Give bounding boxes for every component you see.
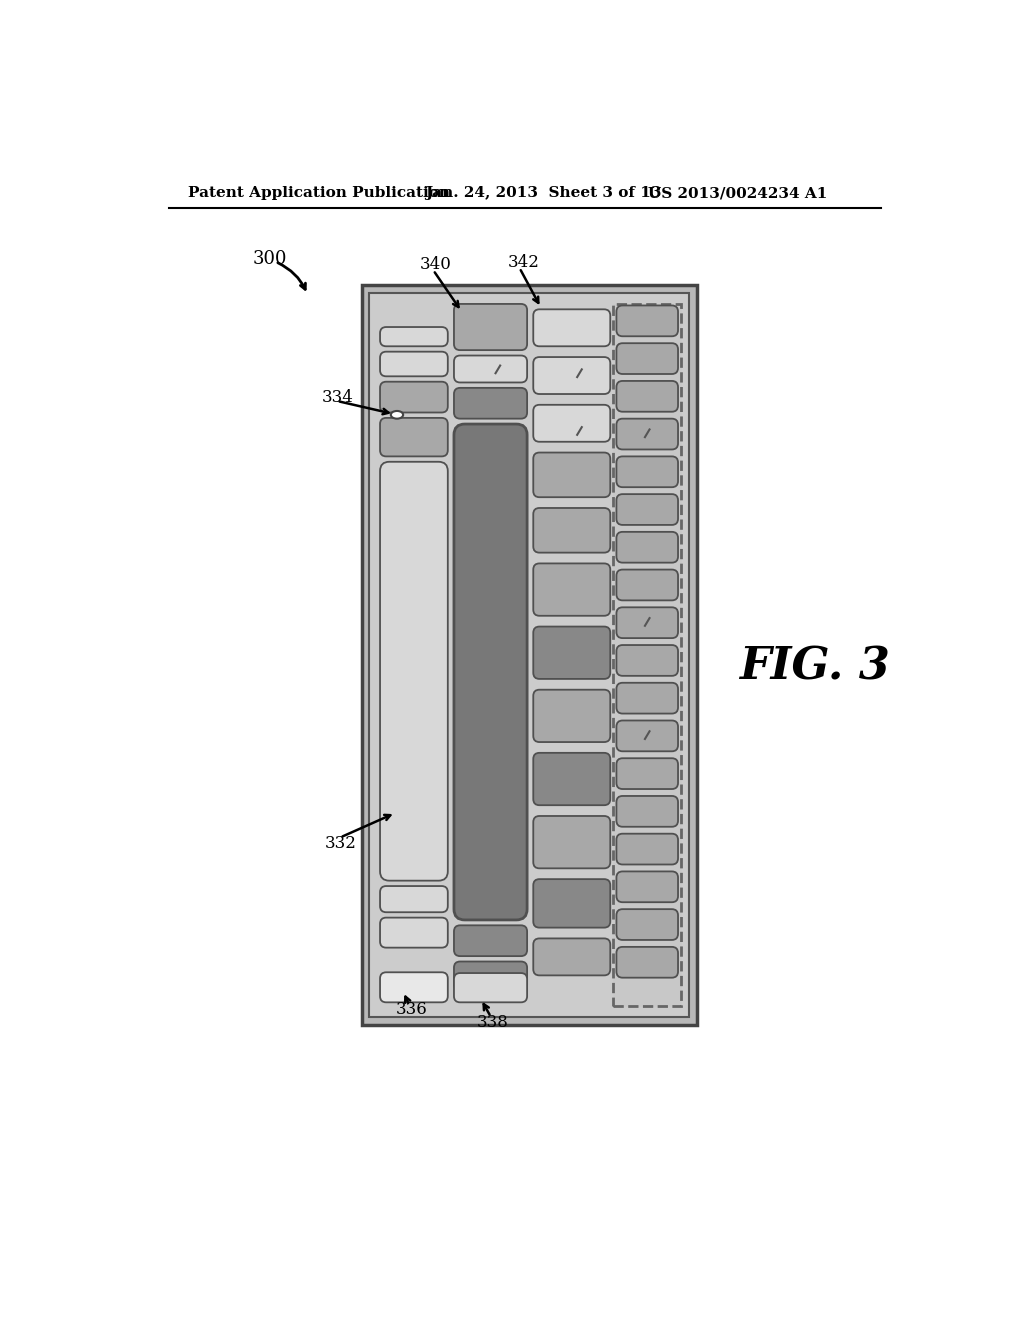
FancyBboxPatch shape bbox=[616, 758, 678, 789]
FancyBboxPatch shape bbox=[616, 494, 678, 525]
FancyBboxPatch shape bbox=[616, 946, 678, 978]
FancyBboxPatch shape bbox=[380, 462, 447, 880]
Text: Jan. 24, 2013  Sheet 3 of 13: Jan. 24, 2013 Sheet 3 of 13 bbox=[425, 186, 662, 201]
FancyBboxPatch shape bbox=[534, 752, 610, 805]
Text: 340: 340 bbox=[419, 256, 452, 273]
FancyBboxPatch shape bbox=[454, 388, 527, 418]
FancyBboxPatch shape bbox=[534, 627, 610, 678]
Text: US 2013/0024234 A1: US 2013/0024234 A1 bbox=[648, 186, 827, 201]
FancyBboxPatch shape bbox=[380, 886, 447, 912]
FancyBboxPatch shape bbox=[616, 457, 678, 487]
Text: FIG. 3: FIG. 3 bbox=[739, 645, 890, 688]
FancyBboxPatch shape bbox=[534, 453, 610, 498]
FancyBboxPatch shape bbox=[454, 961, 527, 991]
Bar bbox=[613, 304, 681, 1006]
FancyBboxPatch shape bbox=[616, 834, 678, 865]
Bar bbox=[361, 285, 696, 1024]
FancyBboxPatch shape bbox=[380, 351, 447, 376]
FancyBboxPatch shape bbox=[534, 879, 610, 928]
FancyBboxPatch shape bbox=[534, 405, 610, 442]
FancyBboxPatch shape bbox=[616, 721, 678, 751]
FancyBboxPatch shape bbox=[616, 871, 678, 903]
FancyBboxPatch shape bbox=[534, 939, 610, 975]
FancyBboxPatch shape bbox=[616, 909, 678, 940]
FancyBboxPatch shape bbox=[380, 973, 447, 1002]
FancyBboxPatch shape bbox=[616, 570, 678, 601]
FancyBboxPatch shape bbox=[616, 532, 678, 562]
FancyBboxPatch shape bbox=[534, 309, 610, 346]
FancyBboxPatch shape bbox=[534, 689, 610, 742]
FancyBboxPatch shape bbox=[616, 305, 678, 337]
FancyBboxPatch shape bbox=[380, 381, 447, 412]
Text: 300: 300 bbox=[252, 249, 287, 268]
Text: 342: 342 bbox=[508, 253, 540, 271]
Ellipse shape bbox=[391, 411, 403, 418]
FancyBboxPatch shape bbox=[616, 796, 678, 826]
FancyBboxPatch shape bbox=[380, 917, 447, 948]
Text: 334: 334 bbox=[322, 388, 353, 405]
Text: Patent Application Publication: Patent Application Publication bbox=[188, 186, 451, 201]
Bar bbox=[370, 293, 689, 1016]
Text: 338: 338 bbox=[477, 1014, 509, 1031]
FancyBboxPatch shape bbox=[454, 304, 527, 350]
FancyBboxPatch shape bbox=[534, 358, 610, 395]
FancyBboxPatch shape bbox=[616, 381, 678, 412]
FancyBboxPatch shape bbox=[454, 973, 527, 1002]
Text: 336: 336 bbox=[396, 1001, 428, 1018]
FancyBboxPatch shape bbox=[616, 418, 678, 449]
Text: 332: 332 bbox=[325, 836, 356, 853]
FancyBboxPatch shape bbox=[534, 564, 610, 615]
FancyBboxPatch shape bbox=[454, 424, 527, 920]
FancyBboxPatch shape bbox=[616, 343, 678, 374]
FancyBboxPatch shape bbox=[616, 607, 678, 638]
FancyBboxPatch shape bbox=[454, 925, 527, 956]
FancyBboxPatch shape bbox=[454, 355, 527, 383]
FancyBboxPatch shape bbox=[616, 645, 678, 676]
FancyBboxPatch shape bbox=[380, 418, 447, 457]
FancyBboxPatch shape bbox=[380, 327, 447, 346]
FancyBboxPatch shape bbox=[534, 816, 610, 869]
FancyBboxPatch shape bbox=[534, 508, 610, 553]
FancyBboxPatch shape bbox=[616, 682, 678, 714]
